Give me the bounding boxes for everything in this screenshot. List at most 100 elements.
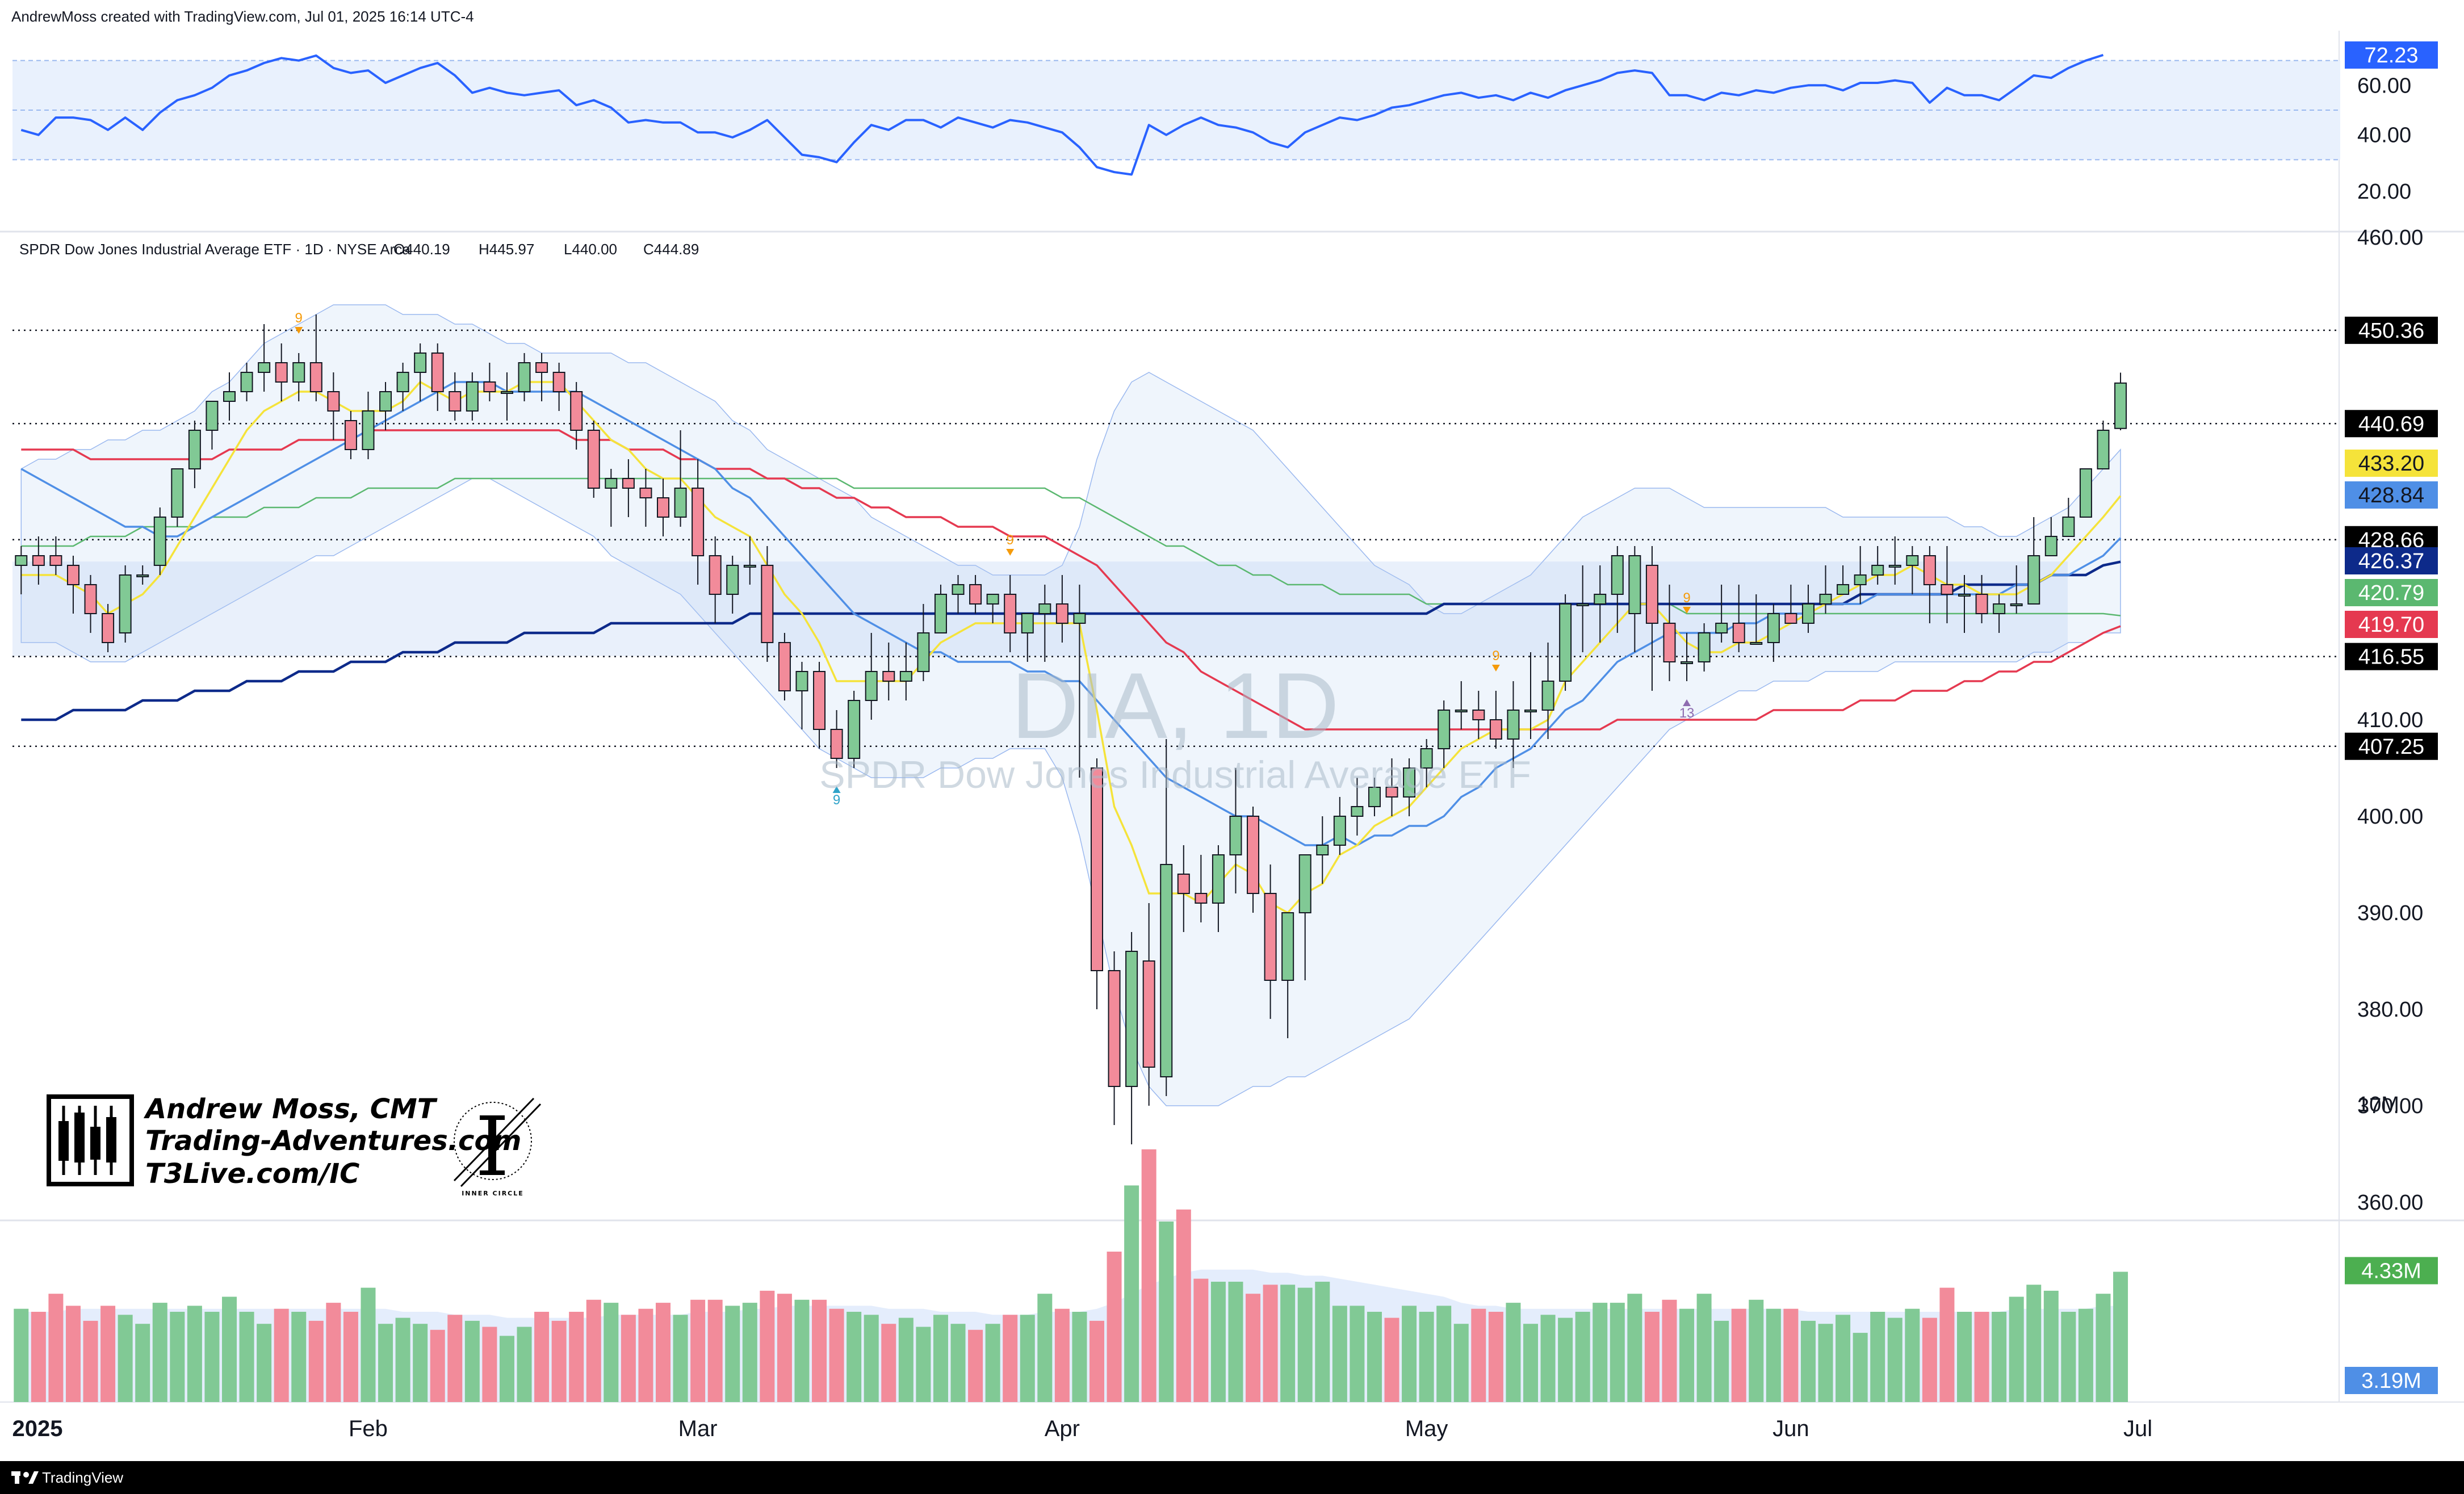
volume-bar[interactable] [1176, 1209, 1191, 1402]
candle[interactable] [1073, 585, 1086, 778]
candle[interactable] [986, 594, 999, 623]
volume-bar[interactable] [1367, 1312, 1382, 1402]
volume-bar[interactable] [1124, 1185, 1139, 1402]
volume-bar[interactable] [1870, 1312, 1885, 1402]
volume-bar[interactable] [1471, 1308, 1486, 1402]
volume-bar[interactable] [1957, 1312, 1972, 1402]
volume-bar[interactable] [2026, 1285, 2042, 1402]
volume-bar[interactable] [1506, 1303, 1521, 1402]
volume-bar[interactable] [222, 1296, 237, 1403]
candle[interactable] [1594, 565, 1607, 643]
candle[interactable] [1958, 575, 1971, 633]
volume-bar[interactable] [638, 1308, 653, 1402]
candle[interactable] [66, 556, 79, 614]
volume-bar[interactable] [656, 1303, 671, 1402]
candle[interactable] [396, 363, 409, 411]
candle[interactable] [188, 421, 201, 488]
candle[interactable] [570, 382, 583, 450]
candle[interactable] [362, 392, 375, 459]
volume-bar[interactable] [621, 1315, 636, 1402]
candle[interactable] [1507, 681, 1520, 768]
volume-bar[interactable] [118, 1315, 133, 1402]
volume-bar[interactable] [1054, 1308, 1070, 1402]
candle[interactable] [1541, 643, 1554, 739]
candle[interactable] [292, 353, 305, 401]
volume-bar[interactable] [812, 1299, 827, 1402]
volume-bar[interactable] [2061, 1312, 2076, 1402]
volume-bar[interactable] [1679, 1308, 1695, 1402]
volume-bar[interactable] [65, 1306, 81, 1402]
candle[interactable] [344, 411, 357, 459]
volume-bar[interactable] [1696, 1294, 1712, 1402]
volume-bar[interactable] [586, 1299, 601, 1402]
candle[interactable] [2079, 468, 2092, 518]
volume-bar[interactable] [83, 1320, 98, 1402]
volume-bar[interactable] [1263, 1285, 1278, 1402]
volume-bar[interactable] [464, 1320, 480, 1402]
candle[interactable] [49, 536, 62, 575]
candle[interactable] [1125, 932, 1138, 1144]
volume-bar[interactable] [413, 1324, 428, 1402]
candle[interactable] [709, 536, 722, 623]
candle[interactable] [1837, 565, 1850, 595]
candle[interactable] [1923, 546, 1936, 623]
volume-bar[interactable] [517, 1327, 532, 1403]
candle[interactable] [1229, 768, 1242, 893]
volume-bar[interactable] [1280, 1285, 1296, 1402]
volume-bar[interactable] [326, 1303, 341, 1402]
candle[interactable] [119, 565, 132, 643]
candle[interactable] [136, 565, 149, 585]
candle[interactable] [952, 575, 965, 614]
candle[interactable] [466, 372, 479, 421]
volume-bar[interactable] [1922, 1317, 1937, 1402]
volume-bar[interactable] [204, 1312, 220, 1402]
candle[interactable] [674, 430, 687, 527]
volume-bar[interactable] [1887, 1317, 1903, 1402]
candle[interactable] [1975, 575, 1988, 623]
volume-bar[interactable] [569, 1312, 584, 1402]
volume-bar[interactable] [881, 1324, 896, 1402]
volume-bar[interactable] [1037, 1294, 1053, 1402]
volume-bar[interactable] [2009, 1296, 2024, 1403]
candle[interactable] [1524, 652, 1537, 739]
volume-bar[interactable] [1800, 1320, 1816, 1402]
volume-bar[interactable] [1593, 1303, 1608, 1402]
candle[interactable] [1767, 604, 1780, 662]
candle[interactable] [743, 536, 756, 585]
volume-bar[interactable] [152, 1303, 167, 1402]
volume-bar[interactable] [2078, 1308, 2093, 1402]
candle[interactable] [84, 575, 97, 633]
candle[interactable] [1663, 585, 1676, 681]
candle[interactable] [518, 353, 531, 401]
volume-bar[interactable] [1228, 1282, 1243, 1402]
volume-bar[interactable] [1141, 1149, 1156, 1402]
candle[interactable] [1438, 700, 1451, 768]
volume-bar[interactable] [725, 1306, 740, 1402]
candle[interactable] [483, 363, 496, 401]
candle[interactable] [1351, 778, 1364, 836]
candle[interactable] [795, 662, 808, 729]
candle[interactable] [1732, 585, 1745, 652]
candle[interactable] [32, 536, 45, 585]
volume-bar[interactable] [829, 1308, 844, 1402]
candles[interactable] [15, 314, 2127, 1144]
volume-bar[interactable] [257, 1324, 272, 1402]
volume-bar[interactable] [100, 1306, 116, 1402]
volume-bar[interactable] [1731, 1308, 1746, 1402]
candle[interactable] [692, 459, 705, 585]
volume-bar[interactable] [499, 1336, 514, 1402]
candle[interactable] [258, 324, 271, 392]
volume-bar[interactable] [1853, 1333, 1868, 1402]
candle[interactable] [171, 468, 184, 527]
candle[interactable] [813, 662, 826, 749]
candle[interactable] [1212, 845, 1225, 932]
candle[interactable] [969, 575, 982, 614]
candle[interactable] [1681, 633, 1694, 681]
candle[interactable] [535, 353, 548, 401]
volume-bar[interactable] [2113, 1271, 2128, 1402]
candle[interactable] [2044, 517, 2057, 556]
volume-bar[interactable] [14, 1308, 29, 1402]
volume-bar[interactable] [2043, 1290, 2059, 1402]
volume-bar[interactable] [170, 1312, 185, 1402]
volume-bar[interactable] [482, 1327, 497, 1403]
